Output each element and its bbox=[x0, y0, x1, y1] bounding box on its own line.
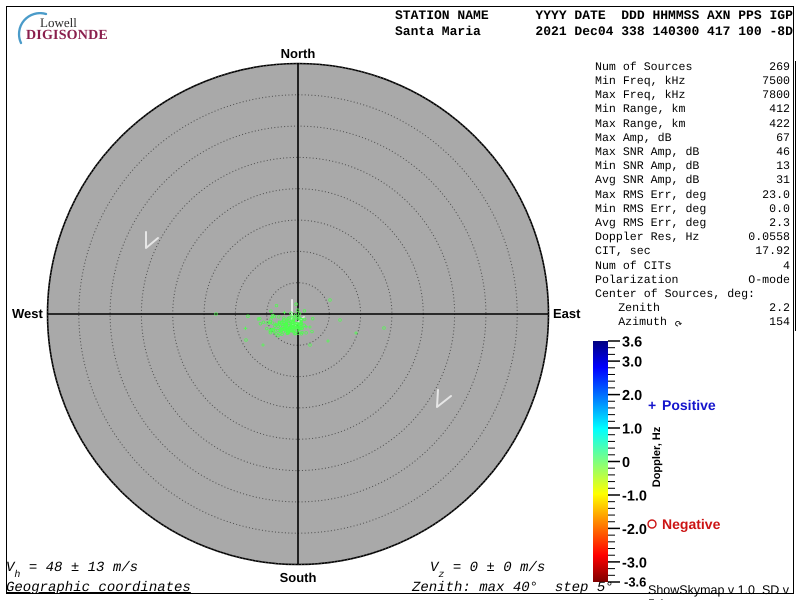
svg-text:Positive: Positive bbox=[662, 397, 716, 413]
svg-text:+: + bbox=[648, 397, 656, 413]
svg-text:Negative: Negative bbox=[662, 516, 721, 532]
